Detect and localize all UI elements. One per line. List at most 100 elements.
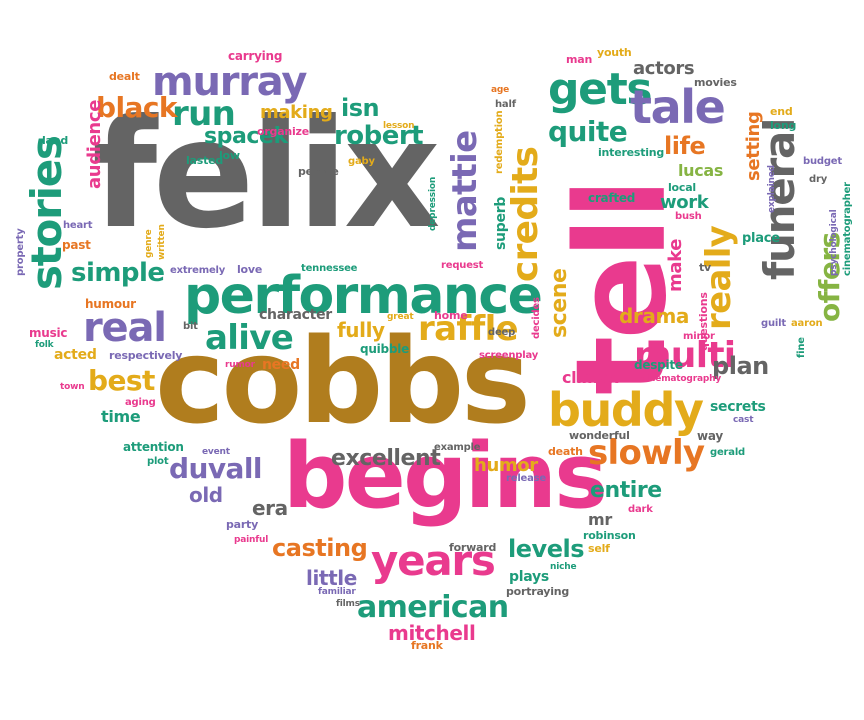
word-dealt: dealt [109, 70, 140, 83]
word-need: need [262, 357, 300, 373]
word-isn: isn [341, 94, 380, 122]
word-respectively: respectively [109, 349, 183, 362]
word-felix: felix [92, 88, 441, 262]
word-rumor: rumor [225, 360, 255, 370]
word-run: run [172, 94, 236, 134]
word-music: music [29, 326, 68, 340]
word-place: place [742, 231, 780, 246]
word-portraying: portraying [506, 585, 570, 598]
word-superb: superb [493, 196, 509, 250]
word-love: love [237, 263, 263, 276]
word-wonderful: wonderful [569, 429, 630, 442]
word-youth: youth [597, 46, 632, 59]
word-little: little [306, 566, 357, 590]
word-climax: climax [562, 368, 619, 387]
word-example: example [434, 442, 481, 453]
word-humor: humor [474, 455, 538, 476]
word-town: town [60, 382, 85, 392]
word-attention: attention [123, 440, 184, 454]
word-genre: genre [144, 229, 154, 258]
word-questions: questions [697, 292, 710, 351]
word-quibble: quibble [360, 342, 409, 356]
word-life: life [664, 132, 706, 160]
word-dry: dry [809, 174, 828, 185]
word-great: great [387, 312, 414, 322]
word-screenplay: screenplay [479, 350, 539, 361]
word-tv: tv [699, 261, 711, 274]
word-long: long [770, 119, 797, 132]
word-extremely: extremely [170, 265, 226, 276]
word-scene: scene [547, 268, 572, 338]
word-interesting: interesting [598, 146, 665, 159]
word-murray: murray [152, 59, 307, 105]
word-cinematography: cinematography [641, 374, 722, 384]
word-slowly: slowly [588, 433, 705, 473]
word-explained: explained [767, 165, 777, 213]
word-movies: movies [694, 76, 737, 89]
word-half: half [495, 99, 516, 110]
word-redemption: redemption [494, 110, 505, 174]
word-crafted: crafted [588, 191, 636, 205]
word-home: home [434, 309, 468, 322]
word-gerald: gerald [710, 447, 746, 458]
word-levels: levels [508, 535, 585, 563]
word-age: age [491, 85, 510, 95]
word-man: man [566, 53, 593, 66]
word-end: end [770, 105, 793, 118]
word-actors: actors [633, 58, 695, 79]
word-written: written [157, 224, 167, 260]
word-duvall: duvall [169, 452, 263, 485]
word-bush: bush [675, 211, 702, 222]
word-performance: performance [184, 266, 543, 326]
word-films: films [336, 599, 360, 609]
word-time: time [101, 407, 141, 426]
word-niche: niche [550, 562, 577, 572]
word-budget: budget [803, 156, 842, 167]
word-cast: cast [733, 415, 754, 425]
word-aaron: aaron [791, 318, 823, 329]
word-lasted: lasted [186, 154, 224, 167]
word-folk: folk [35, 340, 54, 350]
word-gaby: gaby [348, 156, 375, 167]
word-robert: robert [334, 121, 424, 151]
word-psychological: psychological [829, 209, 839, 276]
word-heart: heart [63, 220, 93, 231]
word-bit: bit [183, 321, 198, 332]
word-work: work [660, 192, 709, 213]
word-setting: setting [743, 111, 764, 181]
word-era: era [252, 496, 288, 520]
word-forward: forward [449, 541, 497, 554]
word-painful: painful [234, 535, 269, 545]
word-funeral: funeral [755, 118, 804, 280]
word-mitchell: mitchell [388, 621, 476, 645]
word-minor: minor [683, 331, 715, 342]
word-tennessee: tennessee [301, 263, 358, 274]
word-gets: gets [548, 64, 653, 115]
word-event: event [202, 447, 230, 457]
word-cinematographer: cinematographer [842, 182, 853, 276]
word-spacek: spacek [204, 124, 288, 149]
word-raffle: raffle [418, 309, 519, 349]
word-making: making [260, 102, 333, 123]
word-cobbs: cobbs [155, 312, 531, 450]
word-guilt: guilt [761, 318, 786, 329]
word-excellent: excellent [331, 446, 441, 471]
word-casting: casting [272, 534, 368, 562]
word-people: people [298, 165, 339, 178]
word-american: american [357, 590, 509, 625]
word-begins: begins [283, 424, 608, 529]
word-real: real [83, 305, 167, 351]
word-organize: organize [257, 125, 309, 138]
word-deep: deep [488, 327, 516, 338]
word-mattie: mattie [445, 130, 485, 252]
word-black: black [96, 91, 178, 124]
word-entire: entire [590, 478, 662, 503]
word-death: death [548, 445, 583, 458]
word-plot: plot [147, 456, 169, 467]
word-party: party [226, 518, 259, 531]
word-frank: frank [411, 639, 443, 652]
word-best: best [88, 364, 155, 397]
word-secrets: secrets [710, 399, 766, 415]
word-make: make [665, 238, 686, 292]
word-humour: humour [85, 297, 136, 311]
